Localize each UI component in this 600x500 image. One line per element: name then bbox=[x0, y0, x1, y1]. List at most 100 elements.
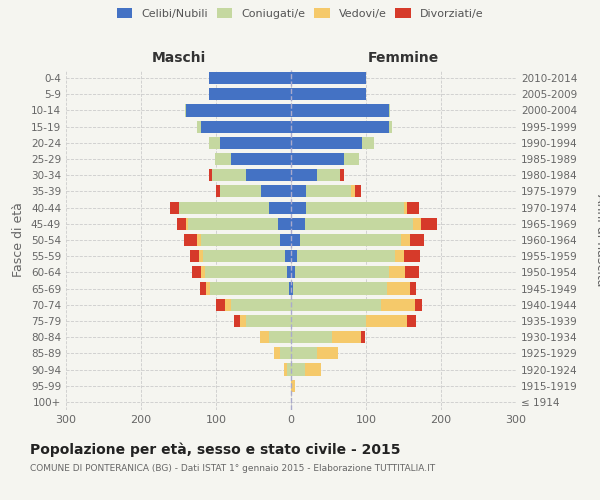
Bar bbox=[381, 298, 415, 311]
Bar bbox=[291, 169, 317, 181]
Bar bbox=[269, 202, 291, 213]
Bar bbox=[317, 169, 340, 181]
Bar bbox=[179, 202, 269, 213]
Bar bbox=[197, 120, 201, 132]
Bar bbox=[300, 234, 401, 246]
Bar bbox=[291, 282, 293, 294]
Bar bbox=[404, 250, 420, 262]
Bar bbox=[407, 202, 419, 213]
Bar bbox=[387, 282, 409, 294]
Bar bbox=[197, 234, 201, 246]
Bar bbox=[190, 250, 199, 262]
Bar bbox=[409, 282, 415, 294]
Bar bbox=[277, 218, 291, 230]
Bar bbox=[291, 331, 332, 343]
Bar bbox=[185, 104, 186, 117]
Bar bbox=[246, 169, 291, 181]
Bar bbox=[261, 186, 291, 198]
Bar bbox=[280, 234, 291, 246]
Bar bbox=[291, 266, 295, 278]
Bar bbox=[306, 202, 404, 213]
Y-axis label: Fasce di età: Fasce di età bbox=[13, 202, 25, 278]
Text: Maschi: Maschi bbox=[151, 51, 206, 65]
Bar bbox=[203, 250, 285, 262]
Bar bbox=[389, 120, 392, 132]
Bar bbox=[361, 331, 365, 343]
Bar bbox=[231, 298, 291, 311]
Bar bbox=[291, 72, 366, 84]
Bar bbox=[407, 315, 416, 327]
Bar bbox=[284, 364, 287, 376]
Bar bbox=[291, 250, 297, 262]
Bar bbox=[291, 120, 389, 132]
Bar bbox=[291, 137, 362, 149]
Bar bbox=[209, 72, 291, 84]
Bar bbox=[351, 186, 355, 198]
Bar bbox=[305, 218, 413, 230]
Bar bbox=[332, 331, 361, 343]
Bar bbox=[421, 218, 437, 230]
Bar bbox=[269, 331, 291, 343]
Bar bbox=[291, 380, 295, 392]
Bar bbox=[291, 202, 306, 213]
Bar bbox=[209, 88, 291, 101]
Bar bbox=[285, 250, 291, 262]
Bar bbox=[187, 218, 277, 230]
Bar bbox=[343, 153, 359, 165]
Bar bbox=[231, 153, 291, 165]
Bar bbox=[260, 331, 269, 343]
Bar bbox=[274, 348, 280, 360]
Bar bbox=[209, 169, 212, 181]
Bar bbox=[205, 266, 287, 278]
Bar bbox=[291, 104, 389, 117]
Bar bbox=[287, 364, 291, 376]
Bar bbox=[287, 266, 291, 278]
Bar bbox=[415, 298, 422, 311]
Bar bbox=[355, 186, 361, 198]
Bar bbox=[291, 364, 305, 376]
Text: Femmine: Femmine bbox=[368, 51, 439, 65]
Bar bbox=[289, 282, 291, 294]
Bar bbox=[305, 364, 321, 376]
Bar bbox=[405, 266, 419, 278]
Bar bbox=[291, 348, 317, 360]
Bar bbox=[216, 186, 220, 198]
Bar bbox=[210, 282, 289, 294]
Bar bbox=[206, 282, 210, 294]
Bar bbox=[401, 234, 410, 246]
Bar bbox=[186, 218, 187, 230]
Bar bbox=[389, 266, 405, 278]
Bar bbox=[201, 234, 280, 246]
Bar bbox=[291, 153, 343, 165]
Bar bbox=[410, 234, 424, 246]
Bar bbox=[200, 282, 206, 294]
Bar bbox=[295, 266, 389, 278]
Bar bbox=[317, 348, 338, 360]
Bar bbox=[209, 137, 220, 149]
Bar bbox=[291, 298, 381, 311]
Bar bbox=[184, 234, 197, 246]
Bar bbox=[293, 282, 387, 294]
Bar bbox=[340, 169, 343, 181]
Bar bbox=[240, 315, 246, 327]
Bar bbox=[192, 266, 201, 278]
Bar bbox=[220, 137, 291, 149]
Bar bbox=[220, 186, 261, 198]
Bar bbox=[201, 266, 205, 278]
Bar bbox=[395, 250, 404, 262]
Legend: Celibi/Nubili, Coniugati/e, Vedovi/e, Divorziati/e: Celibi/Nubili, Coniugati/e, Vedovi/e, Di… bbox=[117, 8, 483, 19]
Bar bbox=[215, 153, 231, 165]
Bar bbox=[225, 298, 231, 311]
Bar bbox=[216, 298, 225, 311]
Bar bbox=[413, 218, 421, 230]
Bar bbox=[291, 315, 366, 327]
Bar bbox=[246, 315, 291, 327]
Text: Popolazione per età, sesso e stato civile - 2015: Popolazione per età, sesso e stato civil… bbox=[30, 442, 401, 457]
Bar bbox=[404, 202, 407, 213]
Bar bbox=[199, 250, 203, 262]
Bar bbox=[170, 202, 179, 213]
Bar bbox=[201, 120, 291, 132]
Bar bbox=[291, 218, 305, 230]
Text: COMUNE DI PONTERANICA (BG) - Dati ISTAT 1° gennaio 2015 - Elaborazione TUTTITALI: COMUNE DI PONTERANICA (BG) - Dati ISTAT … bbox=[30, 464, 435, 473]
Bar bbox=[280, 348, 291, 360]
